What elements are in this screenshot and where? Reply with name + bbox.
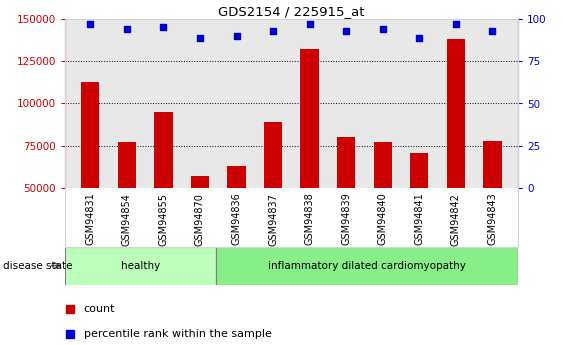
Text: GSM94837: GSM94837 bbox=[268, 193, 278, 246]
Bar bbox=[118, 142, 136, 273]
Text: GSM94836: GSM94836 bbox=[231, 193, 242, 245]
Text: healthy: healthy bbox=[120, 261, 160, 270]
Point bbox=[488, 28, 497, 33]
Point bbox=[378, 26, 387, 32]
Text: GSM94855: GSM94855 bbox=[158, 193, 168, 246]
Text: GSM94839: GSM94839 bbox=[341, 193, 351, 245]
Point bbox=[86, 21, 95, 27]
Text: GSM94854: GSM94854 bbox=[122, 193, 132, 246]
Point bbox=[232, 33, 241, 39]
Text: GSM94841: GSM94841 bbox=[414, 193, 425, 245]
Bar bbox=[374, 142, 392, 273]
Text: inflammatory dilated cardiomyopathy: inflammatory dilated cardiomyopathy bbox=[268, 261, 466, 270]
Bar bbox=[227, 166, 245, 273]
Bar bbox=[65, 247, 216, 285]
Bar bbox=[81, 81, 100, 273]
Point bbox=[159, 25, 168, 30]
Text: disease state: disease state bbox=[3, 261, 72, 270]
Point bbox=[305, 21, 314, 27]
Text: count: count bbox=[84, 304, 115, 314]
Bar bbox=[337, 137, 355, 273]
Text: GSM94831: GSM94831 bbox=[86, 193, 95, 245]
Bar bbox=[483, 141, 502, 273]
Text: GSM94870: GSM94870 bbox=[195, 193, 205, 246]
Bar bbox=[154, 112, 173, 273]
Point bbox=[195, 35, 204, 40]
Bar bbox=[446, 39, 465, 273]
Point bbox=[122, 26, 131, 32]
Text: GSM94838: GSM94838 bbox=[305, 193, 315, 245]
Bar bbox=[264, 122, 282, 273]
Bar bbox=[301, 49, 319, 273]
Bar bbox=[410, 152, 428, 273]
Point bbox=[452, 21, 461, 27]
Point bbox=[342, 28, 351, 33]
Bar bbox=[216, 247, 518, 285]
Text: GSM94840: GSM94840 bbox=[378, 193, 388, 245]
Text: GSM94842: GSM94842 bbox=[451, 193, 461, 246]
Bar bbox=[191, 176, 209, 273]
Title: GDS2154 / 225915_at: GDS2154 / 225915_at bbox=[218, 5, 365, 18]
Text: percentile rank within the sample: percentile rank within the sample bbox=[84, 329, 272, 339]
Point bbox=[415, 35, 424, 40]
Point bbox=[269, 28, 278, 33]
Text: GSM94843: GSM94843 bbox=[488, 193, 497, 245]
